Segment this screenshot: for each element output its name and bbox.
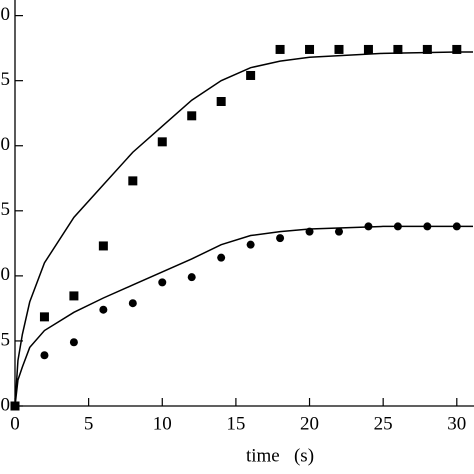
circle-point	[276, 234, 285, 243]
square-point	[275, 44, 285, 54]
circle-point	[246, 240, 255, 249]
square-point	[216, 97, 226, 106]
x-tick-label: 20	[300, 413, 319, 434]
x-tick-label: 10	[153, 413, 172, 434]
x-tick-label: 5	[84, 413, 94, 434]
square-point	[39, 312, 49, 322]
square-point	[69, 291, 79, 301]
circle-point	[69, 338, 78, 347]
y-tick-label: 5	[1, 329, 11, 350]
square-point	[157, 137, 167, 147]
square-point	[187, 111, 197, 121]
fit-curve	[14, 51, 473, 407]
circle-point	[99, 305, 108, 314]
square-point	[128, 176, 138, 186]
fit-curve	[14, 225, 473, 407]
x-tick-label: 0	[10, 413, 20, 434]
square-point	[305, 44, 315, 54]
square-point	[422, 44, 432, 54]
square-point	[452, 44, 462, 54]
square-point	[334, 44, 344, 54]
x-axis-label: time (s)	[246, 445, 314, 466]
y-tick-label: 15	[0, 199, 10, 220]
y-tick-label: 10	[0, 264, 10, 285]
circle-point	[187, 273, 196, 282]
x-tick-label: 25	[374, 413, 393, 434]
x-tick-label: 30	[447, 413, 466, 434]
y-tick-label: 25	[0, 69, 10, 90]
circle-point	[40, 351, 49, 360]
square-point	[98, 241, 108, 251]
square-point	[363, 44, 373, 54]
circle-point	[334, 227, 343, 236]
circle-point	[217, 253, 226, 262]
y-tick-label: 0	[1, 394, 11, 415]
y-tick-label: 20	[0, 134, 10, 155]
square-point	[246, 70, 256, 80]
square-point	[393, 44, 403, 54]
circle-point	[128, 299, 137, 308]
circle-point	[158, 278, 167, 287]
x-tick-label: 15	[226, 413, 245, 434]
y-tick-label: 30	[0, 4, 10, 25]
